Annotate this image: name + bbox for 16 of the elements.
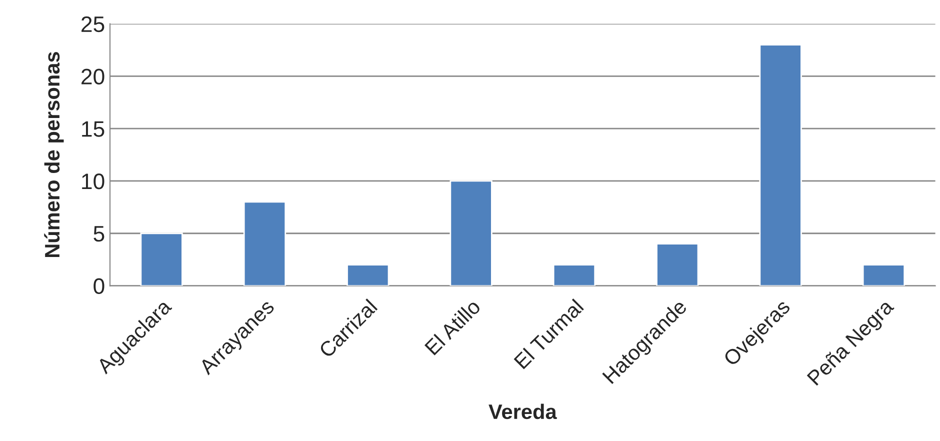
bar xyxy=(552,264,596,286)
y-tick-label: 15 xyxy=(82,121,104,137)
y-tick-label: 5 xyxy=(94,226,104,242)
bar xyxy=(243,201,286,286)
y-tick-label: 10 xyxy=(82,174,104,190)
y-tick-label: 20 xyxy=(82,68,104,84)
y-tick-label: 0 xyxy=(94,278,104,294)
y-axis-title: Número de personas xyxy=(44,52,64,258)
y-tick-label: 25 xyxy=(82,16,104,32)
x-axis-title: Vereda xyxy=(488,404,557,420)
bar xyxy=(346,264,390,286)
bar xyxy=(140,232,183,286)
bar xyxy=(759,44,802,286)
bar xyxy=(862,264,906,286)
bar xyxy=(450,180,492,286)
bar xyxy=(656,243,699,286)
